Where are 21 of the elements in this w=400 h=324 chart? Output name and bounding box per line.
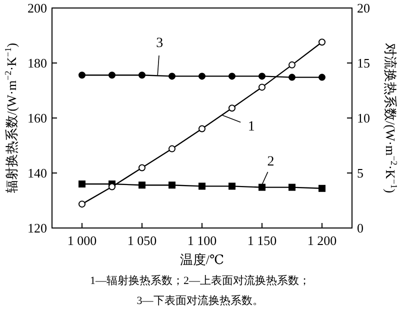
y2-tick-label: 0 (357, 220, 364, 236)
x-tick-label: 1 050 (127, 233, 157, 248)
annotation: 2 (267, 154, 274, 170)
y2-tick-label: 15 (357, 56, 370, 70)
y-tick-label: 160 (28, 110, 47, 126)
y-tick-label: 200 (28, 0, 47, 16)
x-tick-label: 1 150 (247, 233, 277, 248)
y2-tick-label: 20 (357, 0, 370, 16)
y-tick-label: 180 (28, 56, 47, 70)
text: 1—辐射换热系数；2—上表面对流换热系数； (90, 274, 310, 287)
x-axis-title: 温度/℃ (180, 252, 224, 267)
x-tick-label: 1 200 (307, 233, 337, 248)
x-tick-label: 1 000 (67, 233, 97, 248)
y2-tick-label: 5 (357, 166, 364, 180)
y-tick-label: 120 (28, 220, 47, 236)
y-tick-label: 140 (28, 166, 47, 180)
annotation: 1 (248, 119, 255, 134)
annotation: 3 (156, 36, 164, 52)
y2-tick-label: 10 (357, 110, 370, 126)
text: 3—下表面对流换热系数。 (136, 294, 264, 307)
x-tick-label: 1 100 (187, 233, 217, 248)
